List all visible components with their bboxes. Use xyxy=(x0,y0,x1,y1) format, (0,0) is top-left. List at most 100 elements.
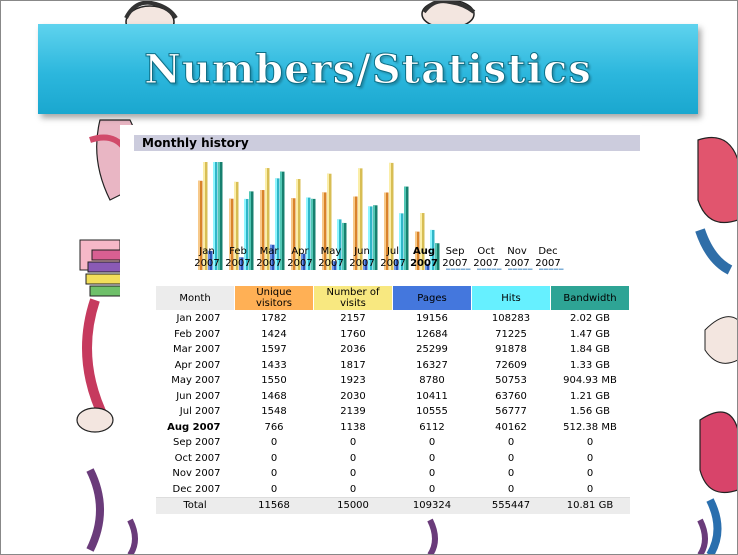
cell-hits: 71225 xyxy=(495,328,527,340)
chart-bar-highlight xyxy=(218,162,220,270)
table-row: Nov 2007 0 0 0 0 0 xyxy=(156,466,630,482)
chart-bar xyxy=(415,231,420,270)
chart-bar-highlight xyxy=(301,253,303,270)
chart-bar xyxy=(435,243,440,270)
chart-bar-highlight xyxy=(239,257,241,270)
chart-tick-label: Mar 2007 xyxy=(256,246,282,269)
cell-hits: 63760 xyxy=(495,390,527,402)
chart-bar-highlight xyxy=(342,222,344,270)
cell-hits: 0 xyxy=(507,483,515,495)
chart-tick-label: Jul 2007 xyxy=(380,246,406,269)
cell-pages: 0 xyxy=(428,437,436,449)
stats-table: Month Unique visitors Number of visits P… xyxy=(155,285,630,514)
chart-bar-highlight xyxy=(322,192,324,270)
chart-bar-highlight xyxy=(275,178,277,270)
cell-bandwidth: 1.47 GB xyxy=(569,328,611,340)
cell-visits: 0 xyxy=(349,468,357,480)
chart-bar xyxy=(544,268,549,270)
chart-bar xyxy=(311,198,316,270)
chart-bar-highlight xyxy=(363,259,365,270)
cell-visits: 1138 xyxy=(340,421,366,433)
cell-unique: 1782 xyxy=(261,313,287,325)
chart-bar xyxy=(497,268,502,270)
cell-visits: 1760 xyxy=(340,328,366,340)
chart-bar xyxy=(265,168,270,270)
cell-pages: 6112 xyxy=(419,421,445,433)
chart-bar xyxy=(513,268,518,270)
chart-bar xyxy=(291,198,296,270)
chart-bar-highlight xyxy=(265,168,267,270)
table-total-row: Total 11568 15000 109324 555447 10.81 GB xyxy=(155,497,630,514)
cell-visits: 0 xyxy=(349,452,357,464)
cell-month: Jun 2007 xyxy=(176,390,221,402)
cell-pages: 0 xyxy=(428,452,436,464)
chart-bar-highlight xyxy=(337,219,339,270)
chart-bar-highlight xyxy=(306,197,308,270)
chart-tick-label: Feb 2007 xyxy=(225,246,251,269)
chart-bar xyxy=(549,268,554,270)
chart-bar xyxy=(301,253,306,270)
cell-visits: 1817 xyxy=(340,359,366,371)
cell-bandwidth: 512.38 MB xyxy=(563,421,617,433)
cell-bandwidth: 2.02 GB xyxy=(569,313,611,325)
cell-hits: 91878 xyxy=(495,344,527,356)
chart-bar xyxy=(456,268,461,270)
chart-tick-label: Aug 2007 xyxy=(410,246,438,269)
chart-bar xyxy=(466,268,471,270)
column-number-of-visits: Number of visits xyxy=(313,285,393,311)
chart-bar-highlight xyxy=(208,250,210,270)
cell-bandwidth: 0 xyxy=(586,483,594,495)
chart-bar-highlight xyxy=(435,243,437,270)
cell-hits: 40162 xyxy=(495,421,527,433)
cell-month: May 2007 xyxy=(171,375,221,387)
cell-visits: 2157 xyxy=(340,313,366,325)
cell-hits: 72609 xyxy=(495,359,527,371)
cell-hits: 0 xyxy=(507,437,515,449)
cell-hits: 0 xyxy=(507,468,515,480)
table-row: Jan 2007 1782 2157 19156 108283 2.02 GB xyxy=(156,311,630,327)
column-unique-visitors: Unique visitors xyxy=(234,285,314,311)
chart-bar xyxy=(420,213,425,270)
chart-bar xyxy=(508,268,513,270)
chart-bar xyxy=(404,186,409,270)
chart-bar xyxy=(229,198,234,270)
chart-bar xyxy=(332,261,337,270)
chart-bar-highlight xyxy=(384,192,386,270)
cell-month: Dec 2007 xyxy=(172,483,221,495)
cell-visits: 1923 xyxy=(340,375,366,387)
chart-bar-highlight xyxy=(296,179,298,270)
table-row: Jun 2007 1468 2030 10411 63760 1.21 GB xyxy=(156,389,630,405)
cell-unique: 1548 xyxy=(261,406,287,418)
cell-pages: 10555 xyxy=(416,406,448,418)
cell-visits: 2139 xyxy=(340,406,366,418)
chart-canvas xyxy=(198,162,564,270)
chart-bar xyxy=(477,268,482,270)
table-row: Dec 2007 0 0 0 0 0 xyxy=(156,482,630,498)
cell-total-unique: 11568 xyxy=(234,497,314,514)
cell-pages: 25299 xyxy=(416,344,448,356)
cell-unique: 1433 xyxy=(261,359,287,371)
chart-bar xyxy=(559,268,564,270)
column-bandwidth: Bandwidth xyxy=(550,285,630,311)
cell-visits: 0 xyxy=(349,437,357,449)
table-row: Apr 2007 1433 1817 16327 72609 1.33 GB xyxy=(156,358,630,374)
table-row: Oct 2007 0 0 0 0 0 xyxy=(156,451,630,467)
monthly-history-header: Monthly history xyxy=(134,135,640,151)
chart-bar-highlight xyxy=(399,213,401,270)
chart-tick-label: Nov 2007 xyxy=(504,246,530,269)
cell-hits: 0 xyxy=(507,452,515,464)
chart-bar-highlight xyxy=(234,181,236,270)
cell-total-label: Total xyxy=(155,497,235,514)
cell-pages: 12684 xyxy=(416,328,448,340)
chart-tick-label: Dec 2007 xyxy=(535,246,561,269)
cell-visits: 0 xyxy=(349,483,357,495)
chart-bar-highlight xyxy=(229,198,231,270)
cell-bandwidth: 904.93 MB xyxy=(563,375,617,387)
girl-illustration-icon xyxy=(695,136,738,555)
chart-bar xyxy=(234,181,239,270)
cell-month: Oct 2007 xyxy=(174,452,221,464)
chart-bar-highlight xyxy=(415,231,417,270)
cell-pages: 10411 xyxy=(416,390,448,402)
cell-unique: 0 xyxy=(270,437,278,449)
chart-bar xyxy=(280,171,285,270)
